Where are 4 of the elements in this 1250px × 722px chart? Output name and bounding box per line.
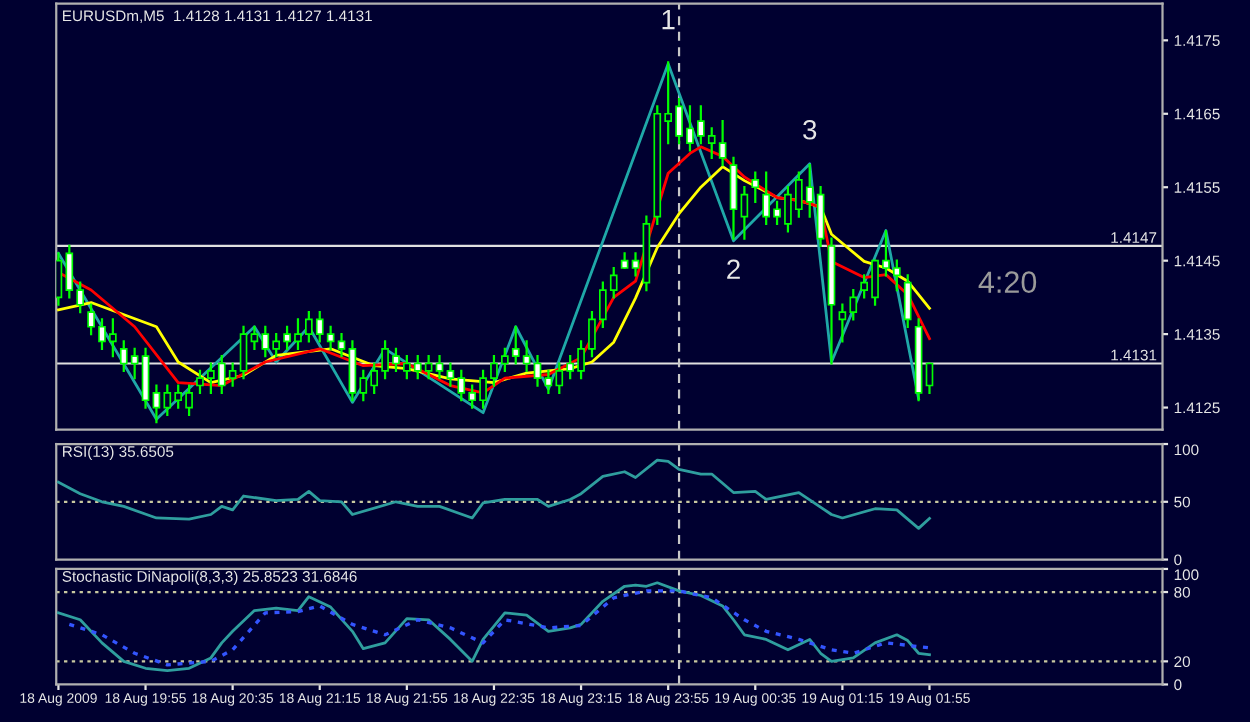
annotation: 4:20 (978, 271, 1037, 293)
annotation: 3 (803, 119, 817, 140)
annotation: 1 (662, 10, 675, 30)
annotation: 2 (727, 259, 740, 279)
